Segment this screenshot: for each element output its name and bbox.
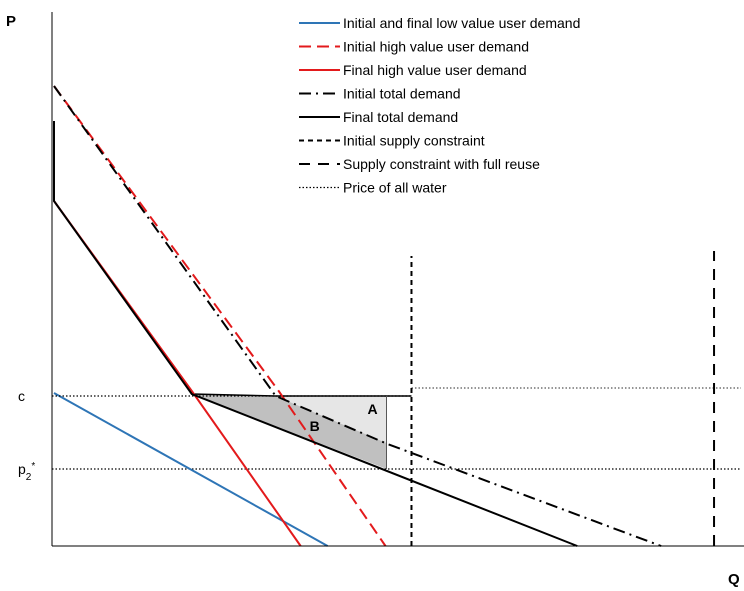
region-labels: AB xyxy=(310,401,378,434)
series-initial-total-demand xyxy=(53,85,662,547)
y-axis-label: P xyxy=(6,13,16,30)
legend-label-final-high-value-user-demand: Final high value user demand xyxy=(343,62,527,78)
legend-label-price-of-all-water: Price of all water xyxy=(343,180,447,196)
legend-label-supply-constraint-with-full-reuse: Supply constraint with full reuse xyxy=(343,156,540,172)
series-final-total-demand xyxy=(52,121,578,547)
area-top-edge xyxy=(191,393,412,397)
legend-label-initial-high-value-user-demand: Initial high value user demand xyxy=(343,39,529,55)
x-axis-label: Q xyxy=(728,571,740,588)
legend-label-initial-and-final-low-value-user-demand: Initial and final low value user demand xyxy=(343,15,580,31)
series-initial-high-value-user-demand xyxy=(53,85,387,547)
legend: Initial and final low value user demand I… xyxy=(299,15,580,196)
y-tick-labels: c p2* xyxy=(18,388,35,483)
legend-label-initial-supply-constraint: Initial supply constraint xyxy=(343,133,485,149)
region-a xyxy=(275,396,387,443)
series-lines xyxy=(52,85,741,547)
y-tick-p2: p2* xyxy=(18,461,35,483)
legend-label-final-total-demand: Final total demand xyxy=(343,109,458,125)
y-tick-c: c xyxy=(18,388,25,404)
region-label-b: B xyxy=(310,418,320,434)
region-label-a: A xyxy=(368,401,378,417)
axes: P Q xyxy=(6,12,744,588)
legend-label-initial-total-demand: Initial total demand xyxy=(343,86,461,102)
